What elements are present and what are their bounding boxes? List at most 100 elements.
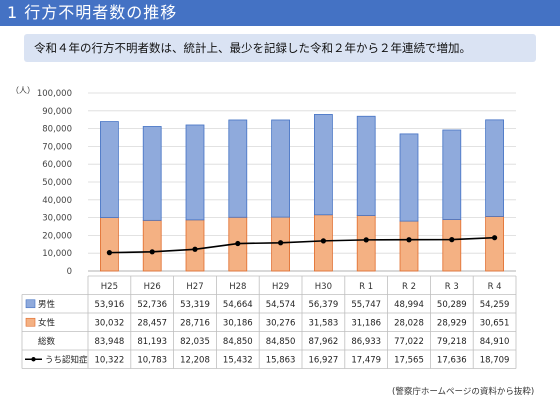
source-note: (警察庁ホームページの資料から抜粋) xyxy=(392,387,535,397)
bar-male xyxy=(228,119,248,218)
table-cell-value: 18,709 xyxy=(480,355,510,365)
table-cell-value: 28,716 xyxy=(180,318,210,328)
x-category-label: H30 xyxy=(315,282,332,292)
table-cell-value: 87,962 xyxy=(309,337,339,347)
x-category-label: R 4 xyxy=(488,282,502,292)
bar-male xyxy=(399,133,419,222)
bar-male xyxy=(185,124,205,221)
bar-male xyxy=(485,119,504,217)
table-cell-value: 79,218 xyxy=(437,337,467,347)
table-cell-value: 16,927 xyxy=(309,355,339,365)
bar-male xyxy=(271,119,290,218)
table-cell-value: 30,651 xyxy=(480,318,510,328)
table-cell-value: 15,863 xyxy=(266,355,296,365)
table-cell-value: 30,186 xyxy=(223,318,253,328)
table-cell-value: 10,783 xyxy=(137,355,167,365)
legend-key-male xyxy=(25,299,36,309)
y-axis: 0 10,000 20,000 30,000 40,000 50,000 60,000 70,… xyxy=(37,89,72,277)
dementia-point xyxy=(363,237,369,243)
table-cell-value: 17,479 xyxy=(351,355,381,365)
table-cell-value: 30,276 xyxy=(266,318,296,328)
data-table: H25 H26 H27 H28 H29 H30 R 1 R 2 R 3 R 4 男性 53,916 52… xyxy=(21,275,517,369)
table-cell-value: 50,289 xyxy=(437,300,467,310)
table-cell-value: 12,208 xyxy=(180,355,210,365)
summary-text: 令和４年の行方不明者数は、統計上、最少を記録した令和２年から２年連続で増加。 xyxy=(24,34,536,62)
dementia-point xyxy=(278,240,284,246)
y-tick-label: 60,000 xyxy=(42,160,72,170)
missing-persons-chart: 0 10,000 20,000 30,000 40,000 50,000 60,000 70,… xyxy=(21,89,517,369)
table-cell-value: 28,457 xyxy=(137,318,167,328)
table-cell-value: 82,035 xyxy=(180,337,210,347)
y-tick-label: 90,000 xyxy=(42,107,72,117)
x-category-label: H27 xyxy=(186,282,203,292)
dementia-point xyxy=(106,250,112,256)
x-category-label: H28 xyxy=(229,282,246,292)
dementia-point xyxy=(449,237,455,243)
bars xyxy=(100,114,504,272)
table-cell-value: 48,994 xyxy=(394,300,424,310)
x-category-label: R 3 xyxy=(445,282,459,292)
bar-male xyxy=(142,126,162,221)
y-tick-label: 70,000 xyxy=(42,142,72,152)
dementia-point xyxy=(235,240,241,247)
table-cell-value: 84,850 xyxy=(223,337,253,347)
table-cell-value: 28,929 xyxy=(437,318,467,328)
y-tick-label: 80,000 xyxy=(42,125,72,135)
table-cell-value: 55,747 xyxy=(351,300,381,310)
table-cell-value: 31,186 xyxy=(351,318,381,328)
y-axis-unit-label: （人） xyxy=(11,86,35,95)
x-category-label: H26 xyxy=(144,282,161,292)
y-tick-label: 100,000 xyxy=(37,89,72,99)
table-cell-value: 10,322 xyxy=(95,355,125,365)
dementia-point xyxy=(149,249,155,255)
dementia-point xyxy=(320,238,326,244)
table-cell-value: 84,850 xyxy=(266,337,296,347)
table-cell-value: 56,379 xyxy=(309,300,339,310)
bar-female xyxy=(485,216,504,272)
table-cell-value: 53,916 xyxy=(95,300,125,310)
legend-label: 総数 xyxy=(38,336,56,347)
table-cell-value: 54,664 xyxy=(223,300,253,310)
bar-male xyxy=(100,121,119,218)
bar-female xyxy=(185,219,205,272)
legend-label: 女性 xyxy=(38,317,56,328)
table-cell-value: 30,032 xyxy=(95,318,125,328)
x-category-label: R 2 xyxy=(402,282,416,292)
bar-female xyxy=(100,217,119,272)
y-tick-label: 40,000 xyxy=(42,196,72,206)
table-cell-value: 17,636 xyxy=(437,355,467,365)
dementia-point xyxy=(406,237,412,243)
y-tick-label: 50,000 xyxy=(42,178,72,188)
dementia-point xyxy=(192,246,198,252)
table-cell-value: 77,022 xyxy=(394,337,424,347)
table-cell-value: 84,910 xyxy=(480,337,510,347)
table-cell-value: 52,736 xyxy=(137,300,167,310)
y-tick-label: 0 xyxy=(67,267,72,277)
x-category-label: R 1 xyxy=(359,282,373,292)
legend-key-female xyxy=(25,317,36,327)
bar-female xyxy=(356,215,376,272)
table-cell-value: 83,948 xyxy=(95,337,125,347)
y-tick-label: 30,000 xyxy=(42,214,72,224)
table-cell-value: 28,028 xyxy=(394,318,424,328)
y-tick-label: 20,000 xyxy=(42,231,72,241)
table-cell-value: 54,574 xyxy=(266,300,296,310)
bar-female xyxy=(442,219,462,272)
table-cell-value: 31,583 xyxy=(309,318,339,328)
bar-female xyxy=(142,219,162,272)
table-cell-value: 15,432 xyxy=(223,355,253,365)
table-cell-value: 53,319 xyxy=(180,300,210,310)
bar-male xyxy=(442,129,462,220)
legend-label: うち認知症 xyxy=(45,354,88,365)
dementia-line xyxy=(106,235,498,256)
legend-key-dementia-marker xyxy=(31,357,36,362)
bar-male xyxy=(314,114,333,216)
bar-male xyxy=(356,115,376,216)
table-cell-value: 81,193 xyxy=(137,337,167,347)
table-cell-value: 86,933 xyxy=(351,337,381,347)
table-cell-value: 54,259 xyxy=(480,300,510,310)
bar-female xyxy=(399,220,419,272)
x-category-label: H29 xyxy=(272,282,289,292)
dementia-point xyxy=(492,235,498,241)
y-tick-label: 10,000 xyxy=(42,249,72,259)
